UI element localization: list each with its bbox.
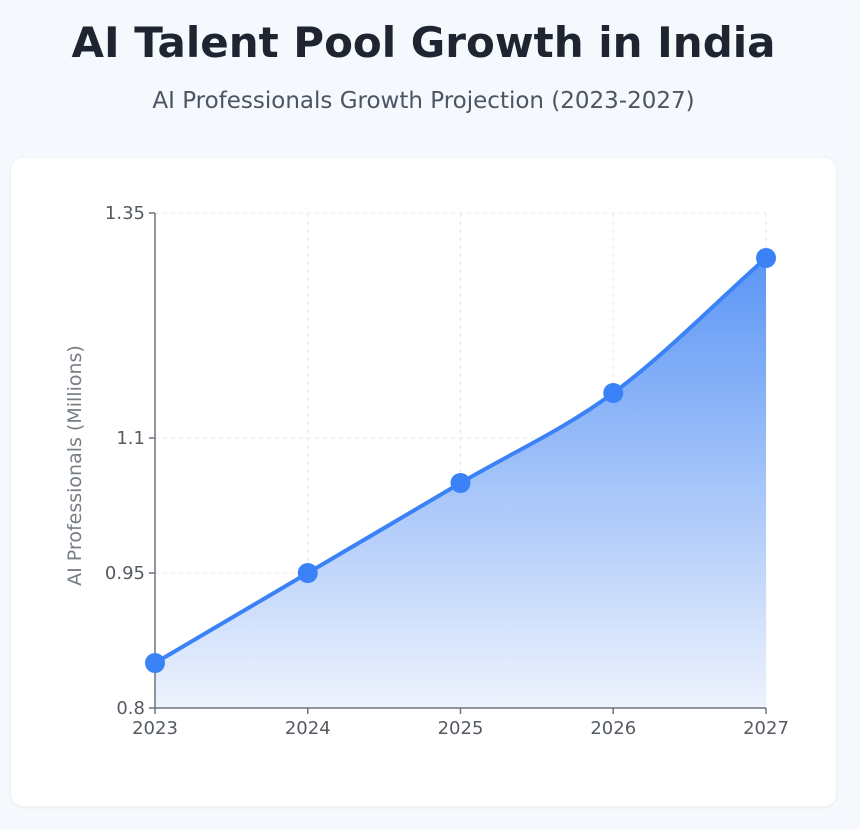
data-point <box>603 383 624 403</box>
data-point <box>756 248 776 268</box>
data-point <box>145 653 165 673</box>
x-tick-label: 2027 <box>743 718 789 739</box>
y-axis-title: AI Professionals (Millions) <box>64 345 86 586</box>
page-title: AI Talent Pool Growth in India <box>71 18 776 67</box>
x-tick-label: 2025 <box>438 718 484 739</box>
y-tick-label: 0.8 <box>116 698 145 719</box>
area-chart: 0.8 0.95 1.1 1.35 2023 2024 2025 2026 2027 AI Pro… <box>64 203 789 739</box>
x-tick-label: 2026 <box>590 718 636 739</box>
y-tick-label: 1.35 <box>105 203 145 224</box>
x-tick-label: 2024 <box>285 718 331 739</box>
data-point <box>450 473 471 493</box>
chart-card: 0.8 0.95 1.1 1.35 2023 2024 2025 2026 2027 AI Pro… <box>11 158 836 806</box>
page-subtitle: AI Professionals Growth Projection (2023… <box>152 88 695 114</box>
y-tick-label: 0.95 <box>105 563 145 584</box>
y-tick-label: 1.1 <box>116 428 145 449</box>
x-tick-label: 2023 <box>132 718 178 739</box>
data-point <box>297 563 318 583</box>
